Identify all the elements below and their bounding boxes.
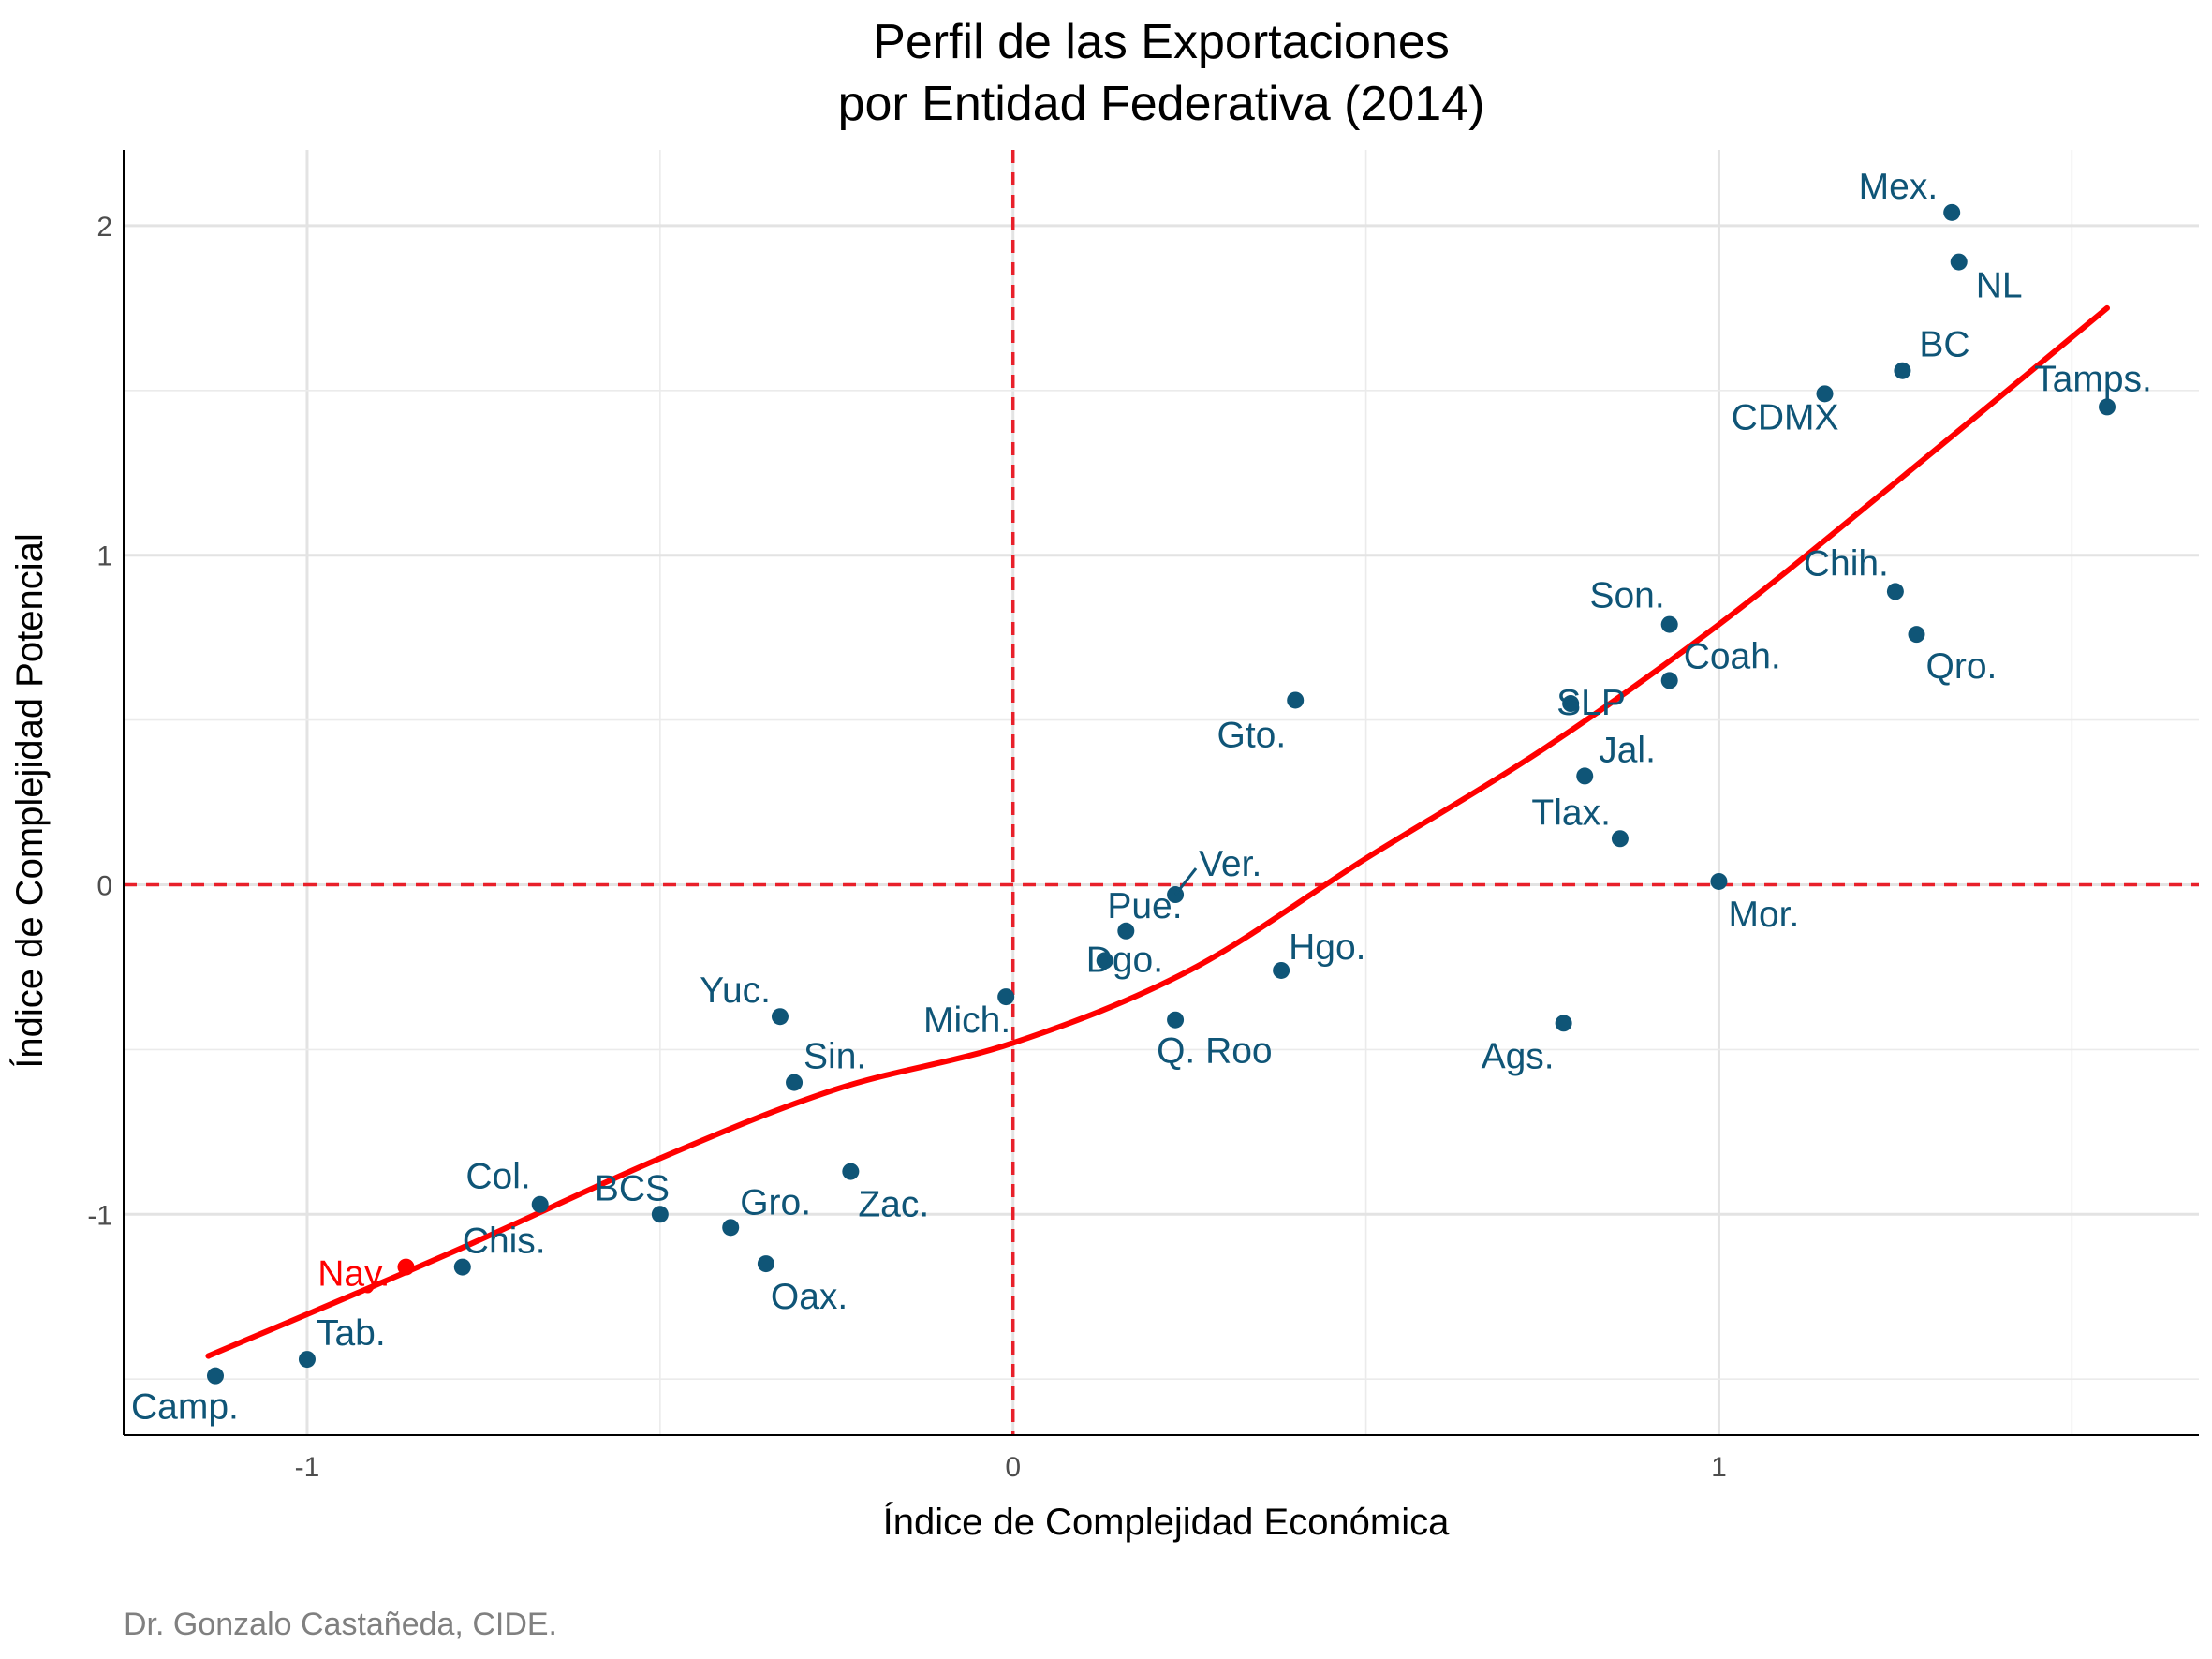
- point-coah: [1660, 672, 1678, 689]
- point-label: Oax.: [771, 1277, 848, 1317]
- point-nay: [397, 1258, 415, 1276]
- point-label: CDMX: [1732, 397, 1839, 437]
- chart-title-line-1: Perfil de las Exportaciones: [873, 15, 1450, 69]
- point-label: Qro.: [1926, 646, 1998, 687]
- point-label: Mor.: [1728, 895, 1799, 935]
- point-dgo: [1096, 952, 1113, 970]
- point-label: Tamps.: [2034, 359, 2152, 399]
- label-leader-line: [1173, 867, 1198, 896]
- point-label: Sin.: [804, 1037, 866, 1077]
- y-axis-title: Índice de Complejidad Potencial: [8, 533, 51, 1068]
- y-tick-label: 1: [96, 541, 112, 572]
- point-nl: [1950, 253, 1968, 271]
- point-label: Gto.: [1217, 715, 1287, 755]
- y-tick-label: 2: [96, 212, 112, 243]
- point-qroo: [1167, 1011, 1185, 1029]
- point-ags: [1555, 1015, 1572, 1032]
- point-label: SLP: [1556, 683, 1626, 723]
- point-label: Q. Roo: [1157, 1031, 1273, 1072]
- point-mex: [1943, 203, 1961, 221]
- x-tick-label: 0: [1005, 1452, 1021, 1483]
- point-gro: [722, 1219, 740, 1237]
- point-slp: [1562, 695, 1580, 713]
- point-son: [1660, 615, 1678, 633]
- data-points: [206, 203, 2116, 1385]
- y-tick-label: -1: [87, 1200, 112, 1231]
- point-label: Mich.: [923, 1000, 1010, 1041]
- point-label: Nay.: [317, 1254, 390, 1295]
- point-mor: [1710, 872, 1728, 890]
- x-axis-title: Índice de Complejidad Económica: [883, 1501, 1451, 1543]
- point-label: Chis.: [463, 1222, 546, 1262]
- point-label: BC: [1919, 325, 1969, 365]
- point-label: Dgo.: [1086, 940, 1163, 980]
- point-label: Gro.: [740, 1182, 811, 1222]
- point-hgo: [1273, 961, 1290, 979]
- point-label: Coah.: [1684, 636, 1781, 676]
- point-label: Pue.: [1107, 886, 1182, 926]
- point-yuc: [771, 1008, 789, 1026]
- reference-lines: [124, 150, 2199, 1435]
- point-label: BCS: [595, 1168, 670, 1208]
- point-chis: [453, 1258, 471, 1276]
- point-bc: [1894, 362, 1911, 379]
- point-label: Col.: [465, 1157, 530, 1197]
- x-tick-label: 1: [1711, 1452, 1727, 1483]
- point-mich: [997, 988, 1015, 1006]
- point-label: NL: [1976, 266, 2023, 306]
- x-tick-label: -1: [295, 1452, 320, 1483]
- point-tamps: [2099, 398, 2116, 416]
- point-label: Zac.: [858, 1185, 929, 1225]
- point-tlax: [1611, 830, 1629, 848]
- y-tick-label: 0: [96, 871, 112, 902]
- point-label: Tlax.: [1531, 792, 1611, 833]
- point-label: Ags.: [1482, 1036, 1555, 1076]
- chart-title-line-2: por Entidad Federativa (2014): [838, 77, 1485, 131]
- point-sin: [786, 1074, 804, 1091]
- point-label: Yuc.: [700, 970, 771, 1011]
- point-qro: [1908, 626, 1925, 644]
- point-label: Tab.: [317, 1313, 386, 1354]
- point-label: Son.: [1589, 576, 1664, 616]
- point-gto: [1287, 691, 1305, 709]
- point-label: Camp.: [131, 1387, 239, 1428]
- fit-curve-group: [205, 304, 2111, 1359]
- caption: Dr. Gonzalo Castañeda, CIDE.: [124, 1607, 557, 1642]
- point-pue: [1117, 922, 1135, 940]
- point-zac: [842, 1163, 860, 1180]
- fit-curve: [205, 304, 2111, 1359]
- point-cdmx: [1816, 385, 1834, 403]
- point-label: Jal.: [1599, 730, 1656, 770]
- point-label: Chih.: [1804, 543, 1889, 584]
- point-jal: [1576, 767, 1594, 785]
- point-oax: [757, 1255, 774, 1273]
- point-tab: [298, 1351, 316, 1369]
- point-bcs: [651, 1206, 669, 1223]
- point-camp: [206, 1367, 224, 1385]
- point-chih: [1886, 583, 1904, 600]
- point-col: [531, 1195, 549, 1213]
- grid: [124, 150, 2199, 1435]
- axes: -1 0 1 -1 0 1 2: [87, 150, 2199, 1483]
- point-label: Hgo.: [1289, 927, 1365, 968]
- point-label: Ver.: [1199, 844, 1261, 884]
- point-label: Mex.: [1859, 167, 1939, 207]
